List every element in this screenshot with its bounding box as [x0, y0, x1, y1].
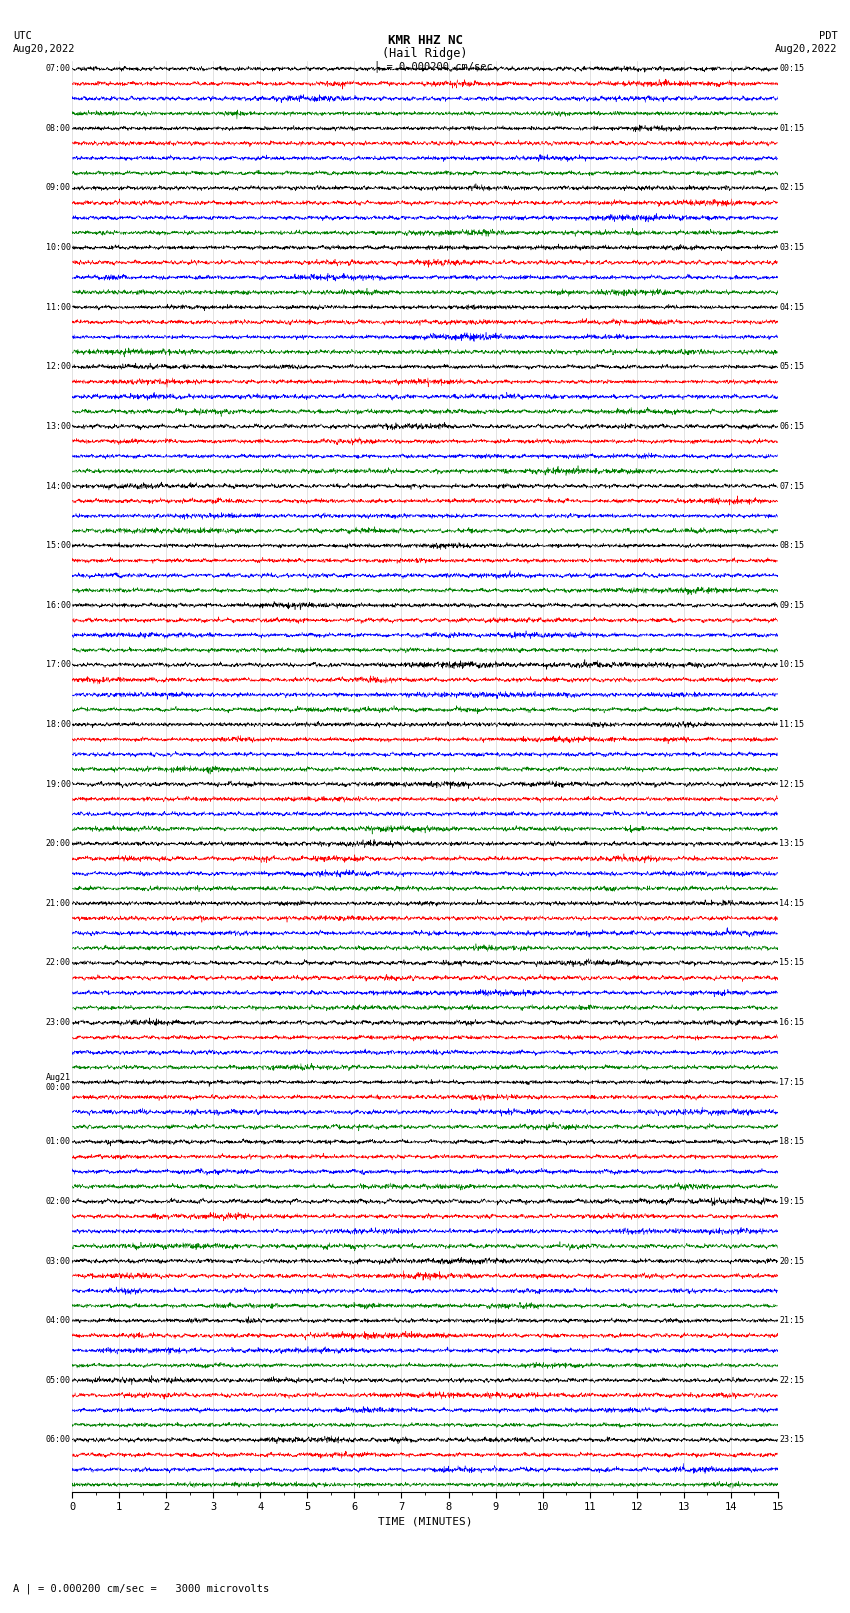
Text: KMR HHZ NC: KMR HHZ NC — [388, 34, 462, 47]
Text: 05:15: 05:15 — [779, 363, 804, 371]
Text: 16:00: 16:00 — [46, 600, 71, 610]
Text: 23:00: 23:00 — [46, 1018, 71, 1027]
Text: 02:00: 02:00 — [46, 1197, 71, 1207]
Text: 10:15: 10:15 — [779, 660, 804, 669]
Text: 15:00: 15:00 — [46, 540, 71, 550]
Text: 04:15: 04:15 — [779, 303, 804, 311]
Text: 11:00: 11:00 — [46, 303, 71, 311]
Text: 02:15: 02:15 — [779, 184, 804, 192]
Text: UTC: UTC — [13, 31, 31, 40]
Text: 22:00: 22:00 — [46, 958, 71, 968]
Text: Aug20,2022: Aug20,2022 — [774, 44, 837, 53]
Text: 14:15: 14:15 — [779, 898, 804, 908]
Text: PDT: PDT — [819, 31, 837, 40]
Text: 01:00: 01:00 — [46, 1137, 71, 1147]
Text: 15:15: 15:15 — [779, 958, 804, 968]
Text: 13:15: 13:15 — [779, 839, 804, 848]
Text: 06:15: 06:15 — [779, 423, 804, 431]
Text: 17:00: 17:00 — [46, 660, 71, 669]
Text: 12:15: 12:15 — [779, 779, 804, 789]
Text: 06:00: 06:00 — [46, 1436, 71, 1444]
Text: 17:15: 17:15 — [779, 1077, 804, 1087]
Text: Aug21
00:00: Aug21 00:00 — [46, 1073, 71, 1092]
Text: 16:15: 16:15 — [779, 1018, 804, 1027]
Text: 18:15: 18:15 — [779, 1137, 804, 1147]
Text: 10:00: 10:00 — [46, 244, 71, 252]
Text: (Hail Ridge): (Hail Ridge) — [382, 47, 468, 60]
Text: 19:00: 19:00 — [46, 779, 71, 789]
Text: A | = 0.000200 cm/sec =   3000 microvolts: A | = 0.000200 cm/sec = 3000 microvolts — [13, 1584, 269, 1595]
Text: 08:15: 08:15 — [779, 540, 804, 550]
Text: 00:15: 00:15 — [779, 65, 804, 73]
Text: 09:00: 09:00 — [46, 184, 71, 192]
Text: 20:00: 20:00 — [46, 839, 71, 848]
Text: 20:15: 20:15 — [779, 1257, 804, 1266]
Text: 13:00: 13:00 — [46, 423, 71, 431]
Text: 19:15: 19:15 — [779, 1197, 804, 1207]
Text: 21:00: 21:00 — [46, 898, 71, 908]
Text: 07:15: 07:15 — [779, 482, 804, 490]
Text: 18:00: 18:00 — [46, 719, 71, 729]
Text: 08:00: 08:00 — [46, 124, 71, 132]
Text: 23:15: 23:15 — [779, 1436, 804, 1444]
Text: 03:00: 03:00 — [46, 1257, 71, 1266]
Text: 22:15: 22:15 — [779, 1376, 804, 1384]
Text: 12:00: 12:00 — [46, 363, 71, 371]
Text: 11:15: 11:15 — [779, 719, 804, 729]
Text: 01:15: 01:15 — [779, 124, 804, 132]
Text: 14:00: 14:00 — [46, 482, 71, 490]
Text: 09:15: 09:15 — [779, 600, 804, 610]
Text: Aug20,2022: Aug20,2022 — [13, 44, 76, 53]
Text: 04:00: 04:00 — [46, 1316, 71, 1326]
Text: │ = 0.000200 cm/sec: │ = 0.000200 cm/sec — [374, 60, 493, 71]
X-axis label: TIME (MINUTES): TIME (MINUTES) — [377, 1516, 473, 1526]
Text: 21:15: 21:15 — [779, 1316, 804, 1326]
Text: 05:00: 05:00 — [46, 1376, 71, 1384]
Text: 07:00: 07:00 — [46, 65, 71, 73]
Text: 03:15: 03:15 — [779, 244, 804, 252]
